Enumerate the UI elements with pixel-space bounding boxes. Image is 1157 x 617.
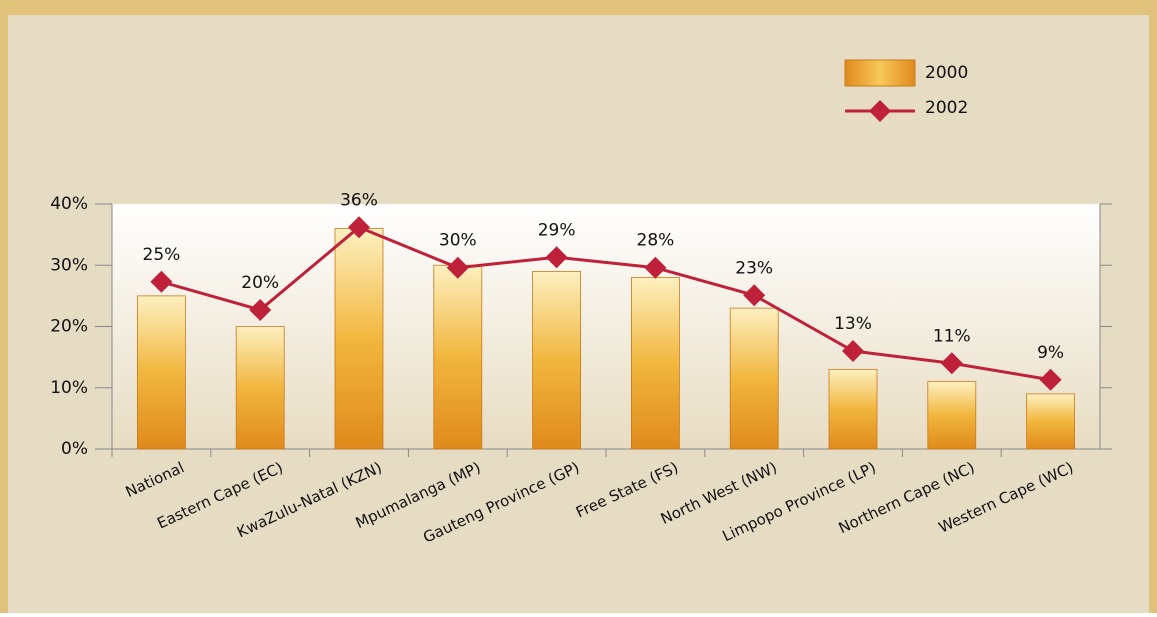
bar <box>631 277 680 450</box>
line-marker <box>249 298 272 321</box>
line-marker <box>842 340 864 362</box>
line-marker <box>1039 368 1062 391</box>
line <box>160 225 1051 382</box>
bar <box>334 228 384 450</box>
bar <box>828 368 878 450</box>
bar <box>729 307 779 450</box>
y-tick-label: 40% <box>50 194 88 214</box>
y-tick-label: 30% <box>50 255 88 275</box>
y-tick-label: 0% <box>61 439 88 459</box>
line-marker <box>545 246 568 269</box>
y-tick-label: 20% <box>50 317 88 337</box>
legend-label: 2002 <box>925 98 968 118</box>
y-tick-label: 10% <box>50 378 88 398</box>
line-marker <box>150 270 173 293</box>
data-label: 23% <box>735 258 773 278</box>
bar <box>532 270 581 450</box>
bar <box>927 381 977 450</box>
bar <box>235 326 285 450</box>
data-label: 9% <box>1037 343 1064 363</box>
data-label: 20% <box>241 273 279 293</box>
legend-label: 2000 <box>925 63 968 83</box>
legend-marker <box>869 100 891 122</box>
bar <box>1026 393 1075 450</box>
bar <box>136 295 186 450</box>
bar <box>433 264 483 450</box>
data-label: 30% <box>439 231 477 251</box>
data-label: 11% <box>933 326 971 346</box>
line-marker <box>743 284 766 307</box>
data-label: 36% <box>340 190 378 210</box>
line-marker <box>940 352 963 375</box>
data-label: 29% <box>538 220 576 240</box>
data-label: 28% <box>637 231 675 251</box>
line-marker <box>644 256 667 279</box>
line-marker <box>348 216 370 239</box>
data-label: 13% <box>834 314 872 334</box>
legend-swatch <box>844 59 916 87</box>
line-marker <box>446 256 469 279</box>
data-label: 25% <box>143 245 181 265</box>
